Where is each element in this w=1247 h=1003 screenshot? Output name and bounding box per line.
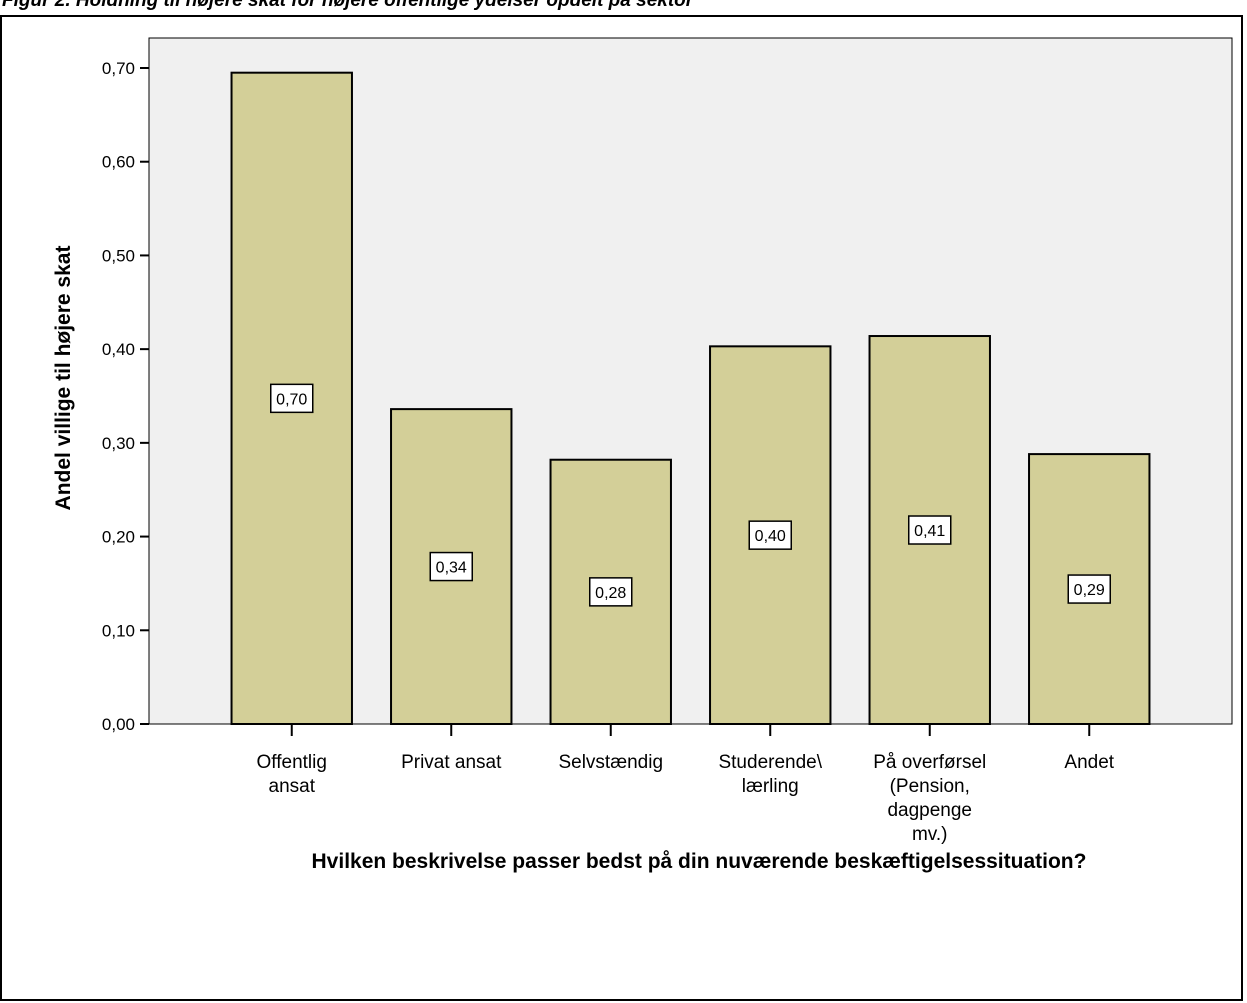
data-label-box bbox=[429, 551, 473, 582]
y-axis: 0,00 0,10 0,20 0,30 0,40 0,50 0,60 0,70 bbox=[102, 59, 149, 734]
y-tick-label: 0,40 bbox=[102, 340, 135, 359]
x-tick-label: Privat ansat bbox=[401, 752, 502, 773]
data-label: 0,29 bbox=[1074, 582, 1105, 599]
x-tick-label: Offentlig bbox=[257, 752, 327, 773]
x-tick-label: mv.) bbox=[912, 824, 948, 845]
y-tick-label: 0,20 bbox=[102, 528, 135, 547]
x-tick-label: På overførsel bbox=[873, 752, 986, 773]
x-tick-label: (Pension, bbox=[890, 776, 970, 797]
data-label-box bbox=[270, 383, 314, 414]
x-axis: Offentlig ansat Privat ansat Selvstændig Stu… bbox=[257, 724, 1115, 845]
chart-frame: 0,00 0,10 0,20 0,30 0,40 0,50 0,60 0,70 0,70 0,3… bbox=[0, 15, 1243, 1001]
data-label: 0,34 bbox=[436, 560, 467, 577]
y-tick-label: 0,00 bbox=[102, 715, 135, 734]
data-label-box bbox=[1067, 574, 1111, 604]
y-tick-label: 0,30 bbox=[102, 434, 135, 453]
x-tick-label: ansat bbox=[269, 776, 316, 797]
data-label: 0,40 bbox=[755, 528, 786, 545]
y-tick-label: 0,70 bbox=[102, 59, 135, 78]
x-tick-label: dagpenge bbox=[887, 800, 972, 821]
bar-chart: 0,00 0,10 0,20 0,30 0,40 0,50 0,60 0,70 0,70 0,3… bbox=[52, 37, 1233, 873]
x-tick-label: Studerende\ bbox=[718, 752, 822, 773]
bars: 0,70 0,34 0,28 0,40 0,41 0,29 bbox=[230, 71, 1151, 725]
x-tick-label: Selvstændig bbox=[558, 752, 663, 773]
x-axis-title: Hvilken beskrivelse passer bedst på din … bbox=[312, 850, 1087, 873]
y-tick-label: 0,50 bbox=[102, 246, 135, 265]
figure-caption: Figur 2. Holdning til højere skat for hø… bbox=[2, 0, 1242, 10]
x-tick-label: Andet bbox=[1064, 752, 1114, 773]
y-tick-label: 0,60 bbox=[102, 153, 135, 172]
y-axis-title: Andel villige til højere skat bbox=[52, 246, 75, 511]
y-tick-label: 0,10 bbox=[102, 621, 135, 640]
data-label: 0,28 bbox=[595, 585, 626, 602]
data-label: 0,70 bbox=[276, 391, 307, 408]
data-label-box bbox=[908, 515, 952, 545]
data-label-box bbox=[589, 577, 633, 607]
data-label: 0,41 bbox=[914, 523, 945, 540]
data-label-box bbox=[748, 520, 792, 550]
x-tick-label: lærling bbox=[742, 776, 799, 797]
